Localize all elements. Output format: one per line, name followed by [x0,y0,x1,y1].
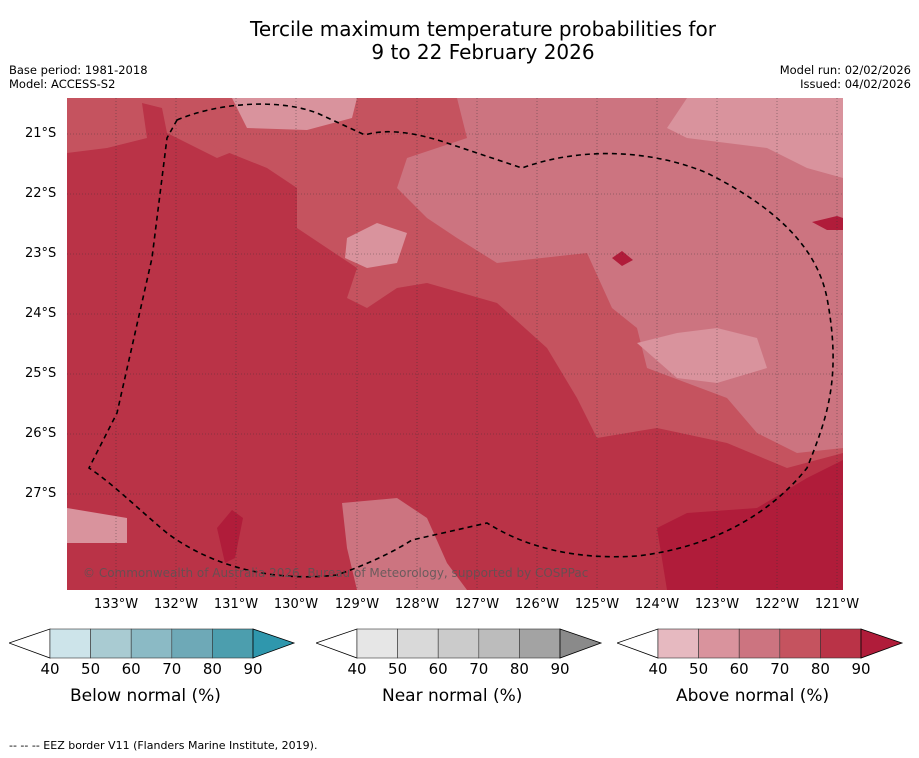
colorbar-segment [519,628,561,659]
region-90-small-1 [612,251,633,266]
longitude-label: 122°W [754,597,800,612]
latitude-label: 26°S [25,426,57,441]
meta-right: Model run: 02/02/2026 Issued: 04/02/2026 [780,63,911,91]
colorbar-segment [356,628,398,659]
colorbar-tick-label: 50 [689,660,709,678]
longitude-label: 128°W [394,597,440,612]
colorbar-tick-label: 90 [851,660,871,678]
model-run: Model run: 02/02/2026 [779,63,911,77]
latitude-label: 22°S [25,186,57,201]
colorbar-tick-label: 40 [648,660,668,678]
longitude-label: 132°W [153,597,199,612]
colorbar-tick-label: 90 [243,660,263,678]
latitude-label: 21°S [25,126,57,141]
colorbar-segment [130,628,173,659]
colorbar-tick-label: 80 [202,660,222,678]
longitude-label: 130°W [273,597,319,612]
colorbar-tick-label: 80 [509,660,529,678]
latitude-label: 24°S [25,306,57,321]
colorbar-segment [171,628,213,659]
colorbar-tick-label: 70 [162,660,182,678]
colorbar-tick-label: 70 [770,660,790,678]
region-90-southwest [217,510,243,563]
issued-date: Issued: 04/02/2026 [800,77,911,91]
title-line-1: Tercile maximum temperature probabilitie… [250,17,716,41]
colorbar-segment [698,628,740,659]
region-50-60-west [67,508,127,543]
copyright-notice: © Commonwealth of Australia 2026, Bureau… [83,566,589,580]
longitude-label: 133°W [93,597,139,612]
longitude-label: 124°W [634,597,680,612]
colorbar-segment [212,628,254,659]
colorbar-segment [657,628,699,659]
colorbar-over-triangle [860,628,904,659]
region-90-southeast [657,460,843,590]
colorbar-under-triangle [617,628,659,659]
colorbar-tick-label: 40 [40,660,60,678]
colorbar-segment [397,628,439,659]
colorbar-tick-label: 70 [469,660,489,678]
colorbar-title: Above normal (%) [676,686,830,706]
grid-lines [67,98,843,590]
longitude-label: 121°W [814,597,860,612]
colorbar-segment [478,628,520,659]
colorbar-over-triangle [559,628,603,659]
colorbar-segment [437,628,480,659]
region-50-60-east-patch [637,328,767,383]
colorbar-title: Below normal (%) [70,686,221,706]
colorbar-segment [90,628,132,659]
longitude-label: 129°W [334,597,380,612]
longitude-label: 131°W [213,597,259,612]
region-50-60-northeast [667,98,843,178]
map-title: Tercile maximum temperature probabilitie… [0,18,919,64]
region-90-small-2 [812,216,843,230]
latitude-label: 25°S [25,366,57,381]
longitude-label: 125°W [574,597,620,612]
colorbar-tick-label: 50 [81,660,101,678]
colorbar-tick-label: 90 [550,660,570,678]
colorbar-segment [49,628,91,659]
region-50-60-north [232,98,357,130]
region-50-60-center [345,223,407,268]
colorbar-segment [738,628,781,659]
eez-border [87,103,834,578]
colorbar-under-triangle [316,628,358,659]
colorbar-segment [820,628,862,659]
latitude-label: 23°S [25,246,57,261]
latitude-label: 27°S [25,486,57,501]
colorbar-tick-label: 60 [121,660,141,678]
colorbar-tick-label: 40 [347,660,367,678]
eez-footnote: -- -- -- EEZ border V11 (Flanders Marine… [9,739,318,752]
longitude-label: 123°W [694,597,740,612]
colorbar-over-triangle [252,628,296,659]
title-line-2: 9 to 22 February 2026 [371,40,595,64]
colorbar-tick-label: 60 [428,660,448,678]
colorbar-tick-label: 50 [388,660,408,678]
meta-left: Base period: 1981-2018 Model: ACCESS-S2 [9,63,148,91]
base-period: Base period: 1981-2018 [9,63,148,77]
probability-map[interactable] [67,98,843,590]
colorbar-tick-label: 60 [729,660,749,678]
colorbar-title: Near normal (%) [382,686,523,706]
longitude-label: 126°W [514,597,560,612]
region-60-70-south [342,498,467,590]
colorbar-segment [779,628,821,659]
colorbar-under-triangle [9,628,51,659]
model-name: Model: ACCESS-S2 [9,77,116,91]
longitude-label: 127°W [454,597,500,612]
colorbar-tick-label: 80 [810,660,830,678]
